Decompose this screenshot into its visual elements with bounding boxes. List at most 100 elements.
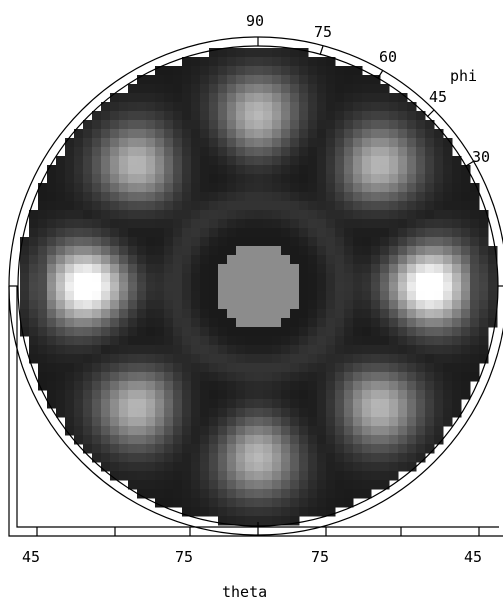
heatmap-cell [299, 291, 309, 301]
heatmap-cell [344, 66, 354, 76]
heatmap-cell [146, 120, 156, 130]
heatmap-cell [128, 417, 138, 427]
heatmap-cell [101, 426, 111, 436]
heatmap-cell [218, 102, 228, 112]
heatmap-cell [407, 228, 417, 238]
heatmap-cell [281, 75, 291, 85]
heatmap-cell [416, 381, 426, 391]
heatmap-cell [164, 489, 174, 499]
heatmap-cell [389, 354, 399, 364]
heatmap-cell [263, 282, 273, 292]
heatmap-cell [65, 147, 75, 157]
heatmap-cell [245, 363, 255, 373]
heatmap-cell [470, 282, 480, 292]
heatmap-cell [65, 201, 75, 211]
heatmap-cell [326, 75, 336, 85]
heatmap-cell [254, 48, 264, 58]
heatmap-cell [380, 156, 390, 166]
heatmap-cell [20, 318, 30, 328]
heatmap-cell [335, 408, 345, 418]
heatmap-cell [272, 390, 282, 400]
heatmap-cell [236, 381, 246, 391]
heatmap-cell [452, 165, 462, 175]
heatmap-cell [128, 282, 138, 292]
heatmap-cell [155, 300, 165, 310]
heatmap-cell [110, 381, 120, 391]
heatmap-cell [83, 246, 93, 256]
heatmap-cell [200, 336, 210, 346]
heatmap-cell [227, 255, 237, 265]
heatmap-cell [65, 354, 75, 364]
heatmap-cell [209, 129, 219, 139]
heatmap-cell [299, 120, 309, 130]
phi-tick-mark-30 [465, 160, 475, 167]
heatmap-cell [416, 372, 426, 382]
heatmap-cell [272, 489, 282, 499]
heatmap-cell [461, 345, 471, 355]
heatmap-cell [416, 336, 426, 346]
heatmap-cell [227, 75, 237, 85]
heatmap-cell [290, 426, 300, 436]
heatmap-cell [452, 264, 462, 274]
heatmap-cell [137, 282, 147, 292]
heatmap-cell [209, 156, 219, 166]
heatmap-cell [200, 489, 210, 499]
heatmap-cell [182, 309, 192, 319]
heatmap-cell [74, 237, 84, 247]
heatmap-cell [110, 255, 120, 265]
heatmap-cell [173, 354, 183, 364]
heatmap-cell [182, 300, 192, 310]
heatmap-cell [191, 291, 201, 301]
heatmap-cell [308, 363, 318, 373]
heatmap-cell [227, 354, 237, 364]
heatmap-cell [272, 174, 282, 184]
heatmap-cell [254, 282, 264, 292]
heatmap-cell [416, 138, 426, 148]
heatmap-cell [362, 489, 372, 499]
heatmap-cell [200, 354, 210, 364]
heatmap-cell [209, 489, 219, 499]
heatmap-cell [47, 237, 57, 247]
heatmap-cell [119, 228, 129, 238]
heatmap-cell [299, 237, 309, 247]
heatmap-cell [344, 417, 354, 427]
heatmap-cell [326, 453, 336, 463]
heatmap-cell [317, 309, 327, 319]
heatmap-cell [191, 471, 201, 481]
heatmap-cell [128, 156, 138, 166]
heatmap-cell [416, 426, 426, 436]
heatmap-cell [29, 246, 39, 256]
heatmap-cell [272, 192, 282, 202]
heatmap-cell [209, 57, 219, 67]
heatmap-cell [236, 147, 246, 157]
heatmap-cell [56, 255, 66, 265]
heatmap-cell [407, 381, 417, 391]
heatmap-cell [83, 336, 93, 346]
heatmap-cell [56, 372, 66, 382]
heatmap-cell [173, 111, 183, 121]
heatmap-cell [254, 336, 264, 346]
heatmap-cell [290, 363, 300, 373]
heatmap-cell [164, 219, 174, 229]
heatmap-cell [317, 444, 327, 454]
heatmap-cell [101, 417, 111, 427]
heatmap-cell [434, 183, 444, 193]
heatmap-cell [146, 129, 156, 139]
heatmap-cell [119, 354, 129, 364]
heatmap-cell [191, 372, 201, 382]
heatmap-cell [281, 372, 291, 382]
heatmap-cell [209, 453, 219, 463]
heatmap-cell [245, 75, 255, 85]
heatmap-cell [470, 336, 480, 346]
heatmap-cell [263, 426, 273, 436]
heatmap-cell [119, 363, 129, 373]
heatmap-cell [200, 264, 210, 274]
heatmap-cell [281, 84, 291, 94]
heatmap-cell [218, 300, 228, 310]
heatmap-cell [443, 336, 453, 346]
heatmap-cell [389, 408, 399, 418]
heatmap-cell [92, 345, 102, 355]
heatmap-cell [209, 210, 219, 220]
heatmap-cell [191, 201, 201, 211]
heatmap-cell [335, 390, 345, 400]
